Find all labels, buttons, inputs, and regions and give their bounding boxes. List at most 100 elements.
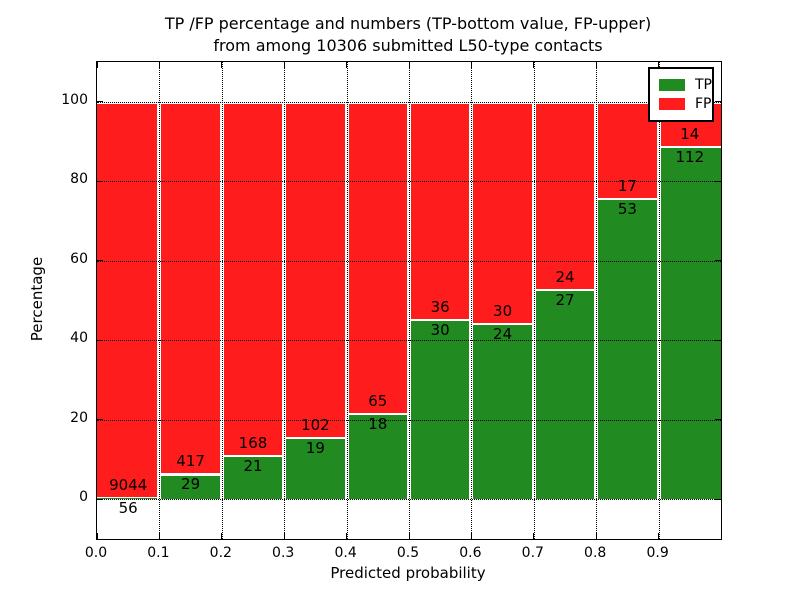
stacked-bar [97,101,158,500]
stacked-bar [473,101,532,500]
x-tick-mark [658,62,660,68]
y-tick-mark [715,498,721,500]
x-tick-label: 0.3 [272,545,295,561]
y-tick-mark [97,260,103,262]
stacked-bar [223,101,283,500]
bar-segment-tp [223,455,283,500]
y-tick-mark [97,419,103,421]
y-tick-mark [97,339,103,341]
gridline-vertical [409,62,410,539]
x-tick-label: 0.5 [396,545,420,561]
x-tick-mark [658,533,660,539]
fp-count-label: 17 [617,177,637,196]
x-tick-mark [595,533,597,539]
chart-title: TP /FP percentage and numbers (TP-bottom… [96,13,720,57]
y-tick-label: 20 [70,409,88,426]
bar-segment-fp [411,101,470,319]
x-tick-mark [158,62,160,68]
plot-area: 9044 56 417 29 168 21 102 19 65 18 36 30 30 24 24 27 17 5… [96,61,722,540]
y-tick-mark [97,180,103,182]
tp-count-label: 112 [675,147,705,166]
bar-segment-tp [535,288,595,500]
x-tick-label: 0.6 [459,545,482,561]
legend-label: TP [695,76,712,93]
legend-entry-tp: TP [659,76,712,93]
x-tick-mark [221,62,223,68]
legend: TP FP [648,67,714,122]
gridline-vertical [471,62,473,539]
x-tick-mark [533,533,535,539]
bar-segment-tp [598,198,657,500]
bar-segment-fp [223,101,283,456]
x-tick-label: 0.0 [84,545,108,561]
tp-count-label: 18 [368,415,388,433]
x-tick-mark [470,533,472,539]
x-tick-mark [408,533,410,539]
stacked-bar [161,101,220,500]
bar-segment-fp [161,101,220,474]
y-axis-label: Percentage [28,256,46,342]
bar-segment-fp [97,101,158,497]
stacked-bar [286,101,345,500]
tp-count-label: 27 [555,290,575,309]
fp-count-label: 24 [555,267,575,286]
tp-count-label: 29 [181,475,201,494]
bar-segment-tp [161,473,220,500]
gridline-vertical [159,62,161,539]
x-axis-label: Predicted probability [330,564,486,582]
x-tick-label: 0.2 [209,545,232,561]
chart-title-line1: TP /FP percentage and numbers (TP-bottom… [164,14,652,33]
x-tick-mark [283,62,285,68]
x-tick-label: 0.4 [334,545,357,561]
x-tick-mark [346,62,348,68]
x-tick-label: 0.1 [147,545,170,561]
bar-segment-tp [348,413,407,500]
y-tick-mark [97,101,103,103]
x-tick-label: 0.7 [521,545,544,561]
tp-count-label: 30 [430,320,450,339]
bar-segment-tp [411,318,470,500]
legend-swatch-tp [659,78,685,91]
gridline-vertical [221,62,223,539]
tp-count-label: 19 [305,438,325,457]
y-tick-label: 40 [70,330,88,347]
tp-count-label: 53 [617,200,637,219]
bar-segment-tp [286,436,345,500]
x-tick-mark [595,62,597,68]
legend-entry-fp: FP [659,95,712,112]
y-tick-mark [715,419,721,421]
y-tick-mark [715,339,721,341]
y-tick-label: 60 [70,250,88,267]
x-tick-label: 0.9 [646,545,669,561]
bar-segment-fp [286,101,345,437]
bar-segment-fp [535,101,595,289]
y-tick-mark [97,498,103,500]
tp-count-label: 24 [493,324,513,343]
tp-count-label: 56 [118,498,138,517]
stacked-bar [598,101,657,500]
x-tick-mark [470,62,472,68]
gridline-vertical [284,62,286,539]
fp-count-label: 65 [368,392,388,410]
x-tick-label: 0.8 [584,545,607,561]
x-tick-mark [221,533,223,539]
chart-title-line2: from among 10306 submitted L50-type cont… [213,36,603,55]
y-tick-mark [715,180,721,182]
gridline-vertical [596,62,598,539]
stacked-bar [411,101,470,500]
legend-swatch-fp [659,97,685,110]
gridline-vertical [346,62,348,539]
fp-count-label: 36 [430,297,450,316]
stacked-bar [535,101,595,500]
gridline-vertical [533,62,535,539]
stacked-bar [348,101,407,500]
x-tick-mark [408,62,410,68]
legend-label: FP [695,95,712,112]
x-tick-mark [283,533,285,539]
x-tick-mark [96,62,98,68]
bar-segment-tp [473,322,532,500]
fp-count-label: 30 [493,301,513,320]
x-tick-mark [96,533,98,539]
fp-count-label: 168 [238,434,268,453]
